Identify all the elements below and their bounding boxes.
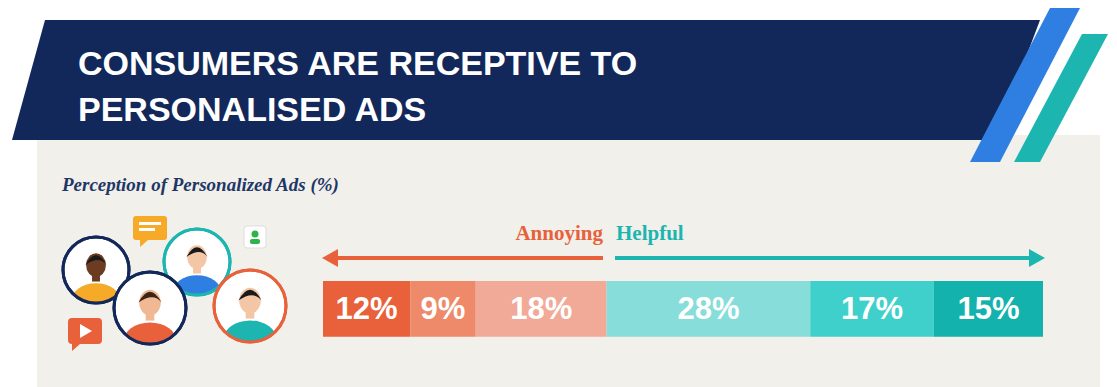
svg-text:15%: 15%: [957, 291, 1019, 326]
html-text:Perception of Personalized Ads: Perception of Personalized Ads (%): [62, 174, 339, 195]
svg-text:18%: 18%: [510, 291, 572, 326]
svg-text:9%: 9%: [421, 291, 466, 326]
html-text:Helpful: Helpful: [616, 221, 684, 245]
svg-text:28%: 28%: [677, 291, 739, 326]
html-text:CONSUMERS ARE RECEPTIVE TO PER: CONSUMERS ARE RECEPTIVE TO PERSONALISED …: [78, 44, 638, 128]
svg-text:12%: 12%: [336, 291, 398, 326]
svg-text:17%: 17%: [841, 291, 903, 326]
html-text:Annoying: Annoying: [515, 221, 603, 245]
